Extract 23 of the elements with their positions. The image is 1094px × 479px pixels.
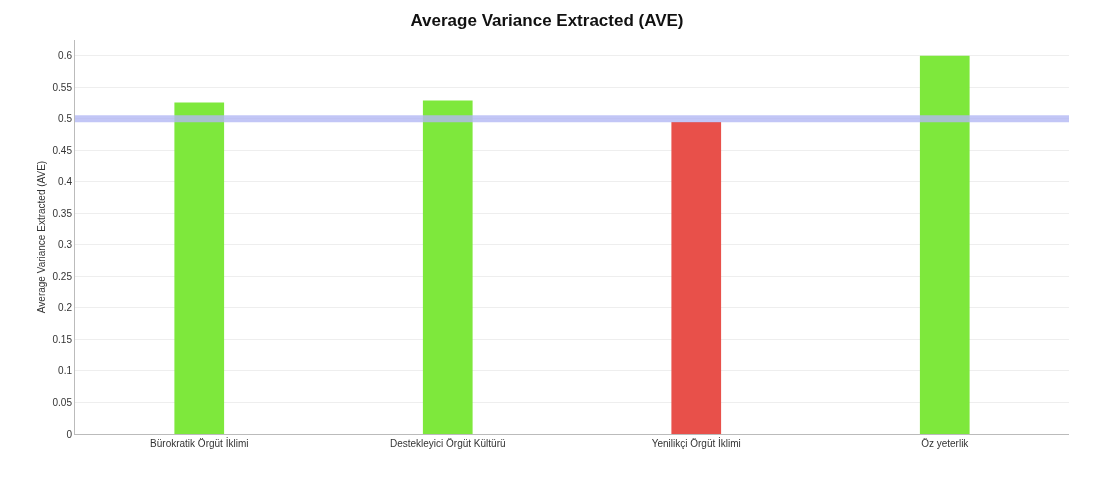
x-tick-label: Bürokratik Örgüt İklimi [150, 437, 249, 449]
bar [919, 55, 970, 434]
y-tick-label: 0 [66, 428, 73, 440]
x-tick-label: Yenilikçi Örgüt İklimi [651, 437, 741, 449]
y-tick-label: 0.5 [58, 113, 73, 125]
x-tick-label: Öz yeterlik [921, 438, 970, 449]
y-tick-label: 0.45 [52, 144, 73, 156]
y-tick-label: 0.25 [52, 270, 73, 282]
y-tick-label: 0.2 [58, 302, 73, 314]
bar [174, 102, 225, 434]
chart-title: Average Variance Extracted (AVE) [410, 11, 684, 31]
y-tick-label: 0.3 [58, 239, 73, 251]
y-tick-label: 0.55 [52, 81, 73, 93]
bar [671, 121, 722, 434]
x-tick-label: Destekleyici Örgüt Kültürü [389, 438, 506, 449]
bar [422, 100, 473, 434]
y-tick-label: 0.15 [52, 333, 73, 345]
y-axis-title: Average Variance Extracted (AVE) [36, 160, 47, 314]
y-tick-label: 0.4 [58, 176, 73, 188]
y-tick-label: 0.05 [52, 396, 73, 408]
y-tick-label: 0.6 [58, 50, 73, 62]
y-tick-label: 0.1 [58, 365, 73, 377]
y-tick-label: 0.35 [52, 207, 73, 219]
